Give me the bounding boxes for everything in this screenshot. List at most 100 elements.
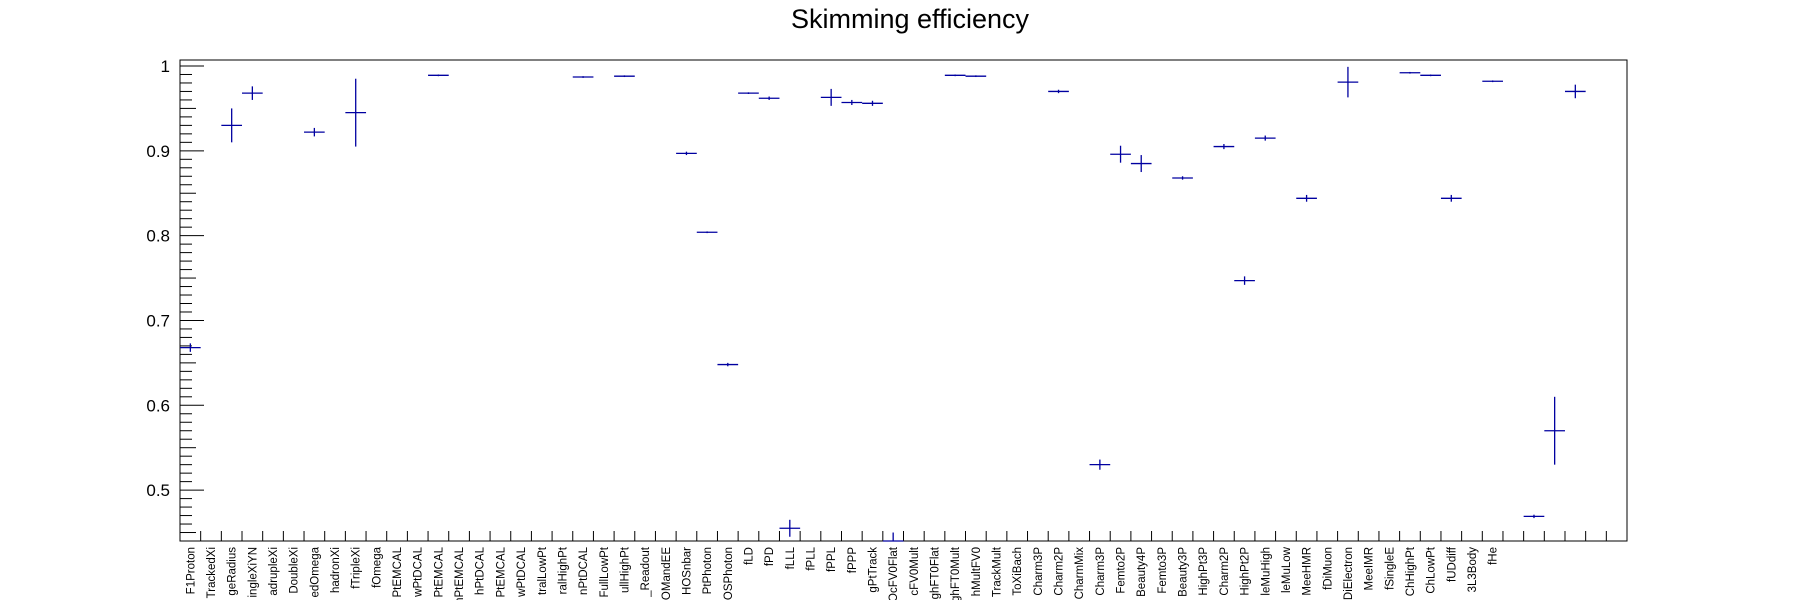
x-tick-label: PtEMCAL (495, 546, 507, 597)
x-tick-label: ghFT0Flat (930, 546, 942, 599)
data-point (882, 532, 904, 542)
x-tick-label: MeeIMR (1364, 547, 1376, 590)
plot-frame (179, 59, 1628, 542)
data-point (1130, 155, 1152, 173)
x-tick-label: HighPt2P (1240, 547, 1252, 596)
x-tick-label: ToXiBach (1012, 547, 1024, 596)
x-tick-label: wPtDCAL (516, 546, 528, 597)
x-tick-label: Beauty3P (1178, 547, 1190, 597)
data-point (428, 74, 449, 77)
data-point (1172, 176, 1193, 180)
x-tick-label: CharmMix (1074, 547, 1086, 600)
y-tick-label: 1 (161, 57, 170, 76)
y-tick-label: 0.7 (146, 311, 170, 330)
data-point (841, 99, 863, 106)
x-tick-label: hPtEMCAL (454, 546, 466, 600)
x-tick-label: leMuLow (1281, 546, 1293, 593)
x-tick-label: Charm2P (1219, 547, 1231, 596)
x-tick-label: ghFT0Mult (950, 546, 962, 600)
data-point (696, 231, 718, 234)
x-tick-label: DoubleXi (289, 547, 301, 594)
data-point (758, 96, 780, 100)
x-tick-label: fUDdiff (1446, 546, 1458, 582)
x-tick-label: fPD (764, 547, 776, 566)
x-tick-label: Charm2P (1054, 547, 1066, 596)
x-tick-label: gPtTrack (867, 547, 879, 593)
x-tick-label: 3L3Body (1467, 547, 1479, 593)
x-tick-label: ingleXiYN (247, 547, 259, 598)
data-point (1213, 144, 1235, 150)
x-tick-label: Charm3P (1095, 547, 1107, 596)
data-point (1048, 89, 1069, 94)
y-axis: 1 0.9 0.8 0.7 0.6 0.5 (146, 57, 204, 534)
data-point (1544, 396, 1565, 465)
x-tick-label: hMultFV0 (971, 547, 983, 596)
x-tick-label: ullHighPt (619, 546, 631, 593)
y-tick-label: 0.8 (146, 227, 170, 246)
x-tick-label: fPPL (826, 546, 838, 572)
x-tick-label: PtEMCAL (433, 546, 445, 597)
x-tick-label: OMandEE (661, 547, 673, 600)
x-tick-label: fLLL (785, 546, 797, 569)
data-point (1337, 66, 1359, 98)
x-tick-label: tralLowPt (537, 546, 549, 595)
data-point (1110, 145, 1131, 163)
data-point (304, 127, 325, 137)
y-tick-label: 0.6 (146, 396, 170, 415)
x-tick-label: hadronXi (330, 547, 342, 593)
x-axis: F1Proton TrackedXi geRadius ingleXiYN adrupl… (179, 531, 1628, 600)
x-tick-label: nPtDCAL (578, 546, 590, 595)
x-tick-label: fLD (743, 547, 755, 565)
data-point (1254, 135, 1276, 141)
x-tick-label: TrackMult (992, 546, 1004, 597)
x-tick-label: wPtDCAL (413, 546, 425, 597)
data-point (862, 100, 883, 106)
data-point (572, 76, 594, 78)
data-point (180, 343, 201, 352)
data-point (242, 86, 263, 100)
x-tick-label: fDiMuon (1322, 547, 1334, 590)
x-tick-label: OcFV0Flat (888, 546, 900, 600)
x-tick-label: Beauty4P (1136, 547, 1148, 597)
chart-title: Skimming efficiency (791, 4, 1030, 34)
data-point (1234, 276, 1255, 285)
x-tick-label: DiElectron (1343, 547, 1355, 600)
x-tick-label: Femto2P (1116, 547, 1128, 594)
data-point (944, 74, 966, 77)
x-tick-label: ChHighPt (1405, 546, 1417, 596)
data-point (717, 362, 739, 367)
x-tick-label: fTripleXi (351, 547, 363, 589)
data-point (1440, 194, 1462, 202)
x-tick-label: PtEMCAL (392, 546, 404, 597)
x-tick-label: HOSnbar (681, 547, 693, 595)
data-point (345, 78, 367, 147)
data-point (1399, 71, 1421, 74)
x-tick-label: _Readout (640, 546, 652, 598)
data-point (820, 88, 842, 106)
x-tick-label: Charm3P (1033, 547, 1045, 596)
x-tick-label: MeeHMR (1302, 547, 1314, 596)
x-tick-label: ralHighPt (557, 546, 569, 594)
data-point (1296, 194, 1317, 202)
data-point (676, 151, 697, 156)
data-point (1482, 80, 1503, 83)
x-tick-label: F1Proton (185, 547, 197, 594)
x-tick-label: HighPt3P (1198, 547, 1210, 596)
x-tick-label: fPPP (847, 547, 859, 574)
x-tick-label: leMuHigh (1260, 547, 1272, 596)
x-tick-label: hPtDCAL (475, 546, 487, 595)
data-point (738, 92, 759, 94)
x-tick-label: Femto3P (1157, 547, 1169, 594)
y-tick-label: 0.5 (146, 481, 170, 500)
x-tick-label: TrackedXi (206, 547, 218, 598)
data-point (614, 75, 635, 78)
x-tick-label: fPLL (805, 546, 817, 570)
data-points (180, 66, 1586, 542)
x-tick-label: fHe (1488, 547, 1500, 565)
x-tick-label: fSingleE (1384, 547, 1396, 590)
x-tick-label: PtPhoton (702, 547, 714, 594)
y-tick-label: 0.9 (146, 142, 170, 161)
x-tick-label: adrupleXi (268, 547, 280, 596)
x-tick-label: geRadius (227, 547, 239, 596)
